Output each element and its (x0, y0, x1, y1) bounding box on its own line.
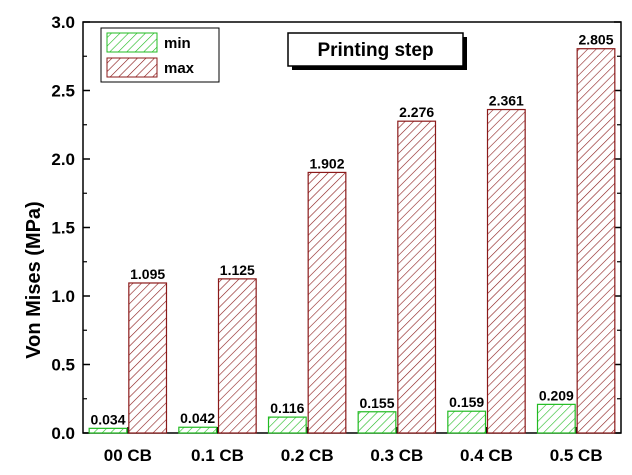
chart-annotation: Printing step (287, 32, 467, 70)
legend: min max (100, 27, 220, 83)
annotation-text: Printing step (317, 40, 433, 61)
data-label-min: 0.042 (180, 410, 215, 426)
y-tick-label: 1.5 (51, 219, 75, 238)
bar-max (486, 108, 526, 434)
x-tick-label: 0.4 CB (460, 446, 513, 465)
bar-max (397, 120, 437, 434)
data-label-min: 0.116 (270, 400, 304, 416)
data-label-min: 0.155 (359, 395, 394, 411)
x-tick-label: 0.5 CB (550, 446, 603, 465)
y-tick-label: 2.0 (51, 150, 75, 169)
legend-label-min: min (164, 35, 191, 52)
data-label-max: 1.095 (130, 266, 165, 282)
bar-min (357, 411, 397, 434)
bar-max (307, 171, 347, 434)
y-tick-label: 2.5 (51, 82, 75, 101)
data-label-min: 0.159 (449, 394, 484, 410)
x-tick-label: 0.3 CB (370, 446, 423, 465)
legend-swatch-max (106, 57, 158, 78)
bar-max (128, 282, 168, 434)
bar-min (536, 403, 576, 434)
y-tick-label: 0.0 (51, 424, 75, 443)
data-label-max: 1.902 (309, 155, 344, 171)
x-tick-label: 0.1 CB (191, 446, 244, 465)
bar-max (217, 278, 257, 434)
annotation-box (287, 32, 464, 67)
data-label-min: 0.034 (90, 411, 125, 427)
data-label-max: 2.276 (399, 104, 434, 120)
y-tick-label: 0.5 (51, 356, 75, 375)
data-label-min: 0.209 (539, 387, 574, 403)
y-tick-label: 1.0 (51, 287, 75, 306)
legend-label-max: max (164, 60, 195, 77)
bar-min (88, 427, 128, 434)
x-tick-label: 00 CB (104, 446, 152, 465)
data-label-max: 2.805 (578, 32, 613, 48)
legend-swatch-min (106, 32, 158, 53)
bar-min (178, 426, 218, 434)
data-label-max: 2.361 (489, 93, 524, 109)
data-label-max: 1.125 (220, 262, 255, 278)
bar-min (267, 416, 307, 434)
y-axis-label: Von Mises (MPa) (23, 201, 45, 358)
x-tick-label: 0.2 CB (281, 446, 334, 465)
bar-max (576, 48, 616, 434)
plot-area: 0.0 0.5 1.0 1.5 2.0 2.5 3.0 00 CB 0.034 1.095 0.1 … (51, 13, 622, 465)
bar-min (447, 410, 487, 434)
y-tick-label: 3.0 (51, 13, 75, 32)
